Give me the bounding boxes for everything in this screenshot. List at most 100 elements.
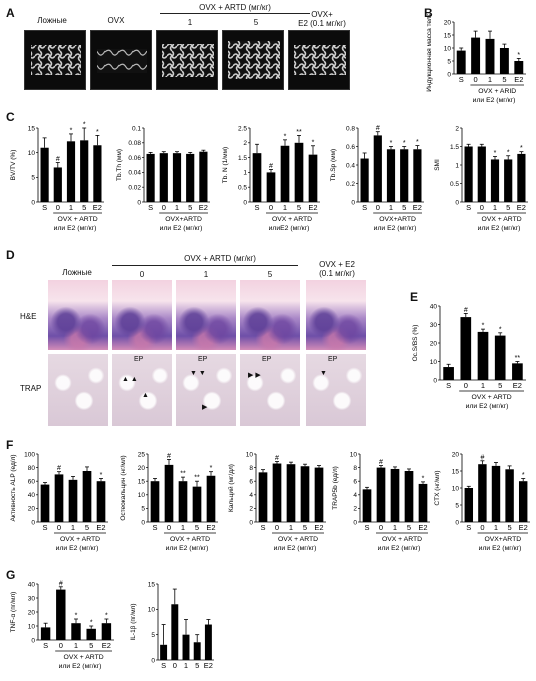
bar (199, 151, 208, 202)
trap-artd5-image: EP ▶ ▶ (240, 354, 300, 426)
bar (490, 159, 500, 202)
microct-artd1-image (156, 30, 218, 90)
bar (390, 468, 400, 522)
x-tick-label: S (446, 381, 451, 390)
x-tick-label: 1 (488, 75, 492, 84)
group-label: OVX + ARTD (472, 394, 512, 401)
trap-sham-image (48, 354, 108, 426)
group-label: OVX + ARTD (482, 216, 522, 223)
group-label: OVX + ARTD (382, 536, 422, 543)
d-label-1: 1 (203, 270, 209, 279)
x-tick-label: S (254, 203, 259, 212)
y-axis-label: TNF-α (пг/мл) (10, 592, 17, 633)
significance-marker: * (210, 465, 213, 472)
bar (413, 149, 422, 202)
y-axis-label: BV/TV (%) (10, 150, 17, 181)
y-axis-label: Остеокальцин (нг/мл) (120, 455, 127, 520)
x-tick-label: E2 (513, 381, 522, 390)
trap-e2-image: EP ▼ (306, 354, 366, 426)
bar (171, 604, 179, 660)
bar (193, 642, 201, 660)
significance-marker: * (90, 620, 93, 627)
he-sham-image (48, 280, 108, 350)
significance-marker: ** (180, 471, 186, 478)
y-tick-label: 15 (444, 32, 452, 39)
significance-marker: * (312, 139, 315, 146)
bar (54, 474, 64, 522)
significance-marker: * (507, 149, 510, 156)
y-tick-label: 4 (249, 492, 253, 499)
bar (96, 481, 106, 522)
ep-label: EP (134, 356, 144, 363)
x-tick-label: 0 (162, 203, 166, 212)
y-axis-label: Кальций (мг/дл) (227, 464, 235, 512)
ep-label: EP (328, 356, 338, 363)
y-tick-label: 20 (28, 506, 36, 513)
x-tick-label: 1 (175, 203, 179, 212)
x-tick-label: 0 (57, 523, 61, 532)
x-axis-label: илиE2 (мг/кг) (269, 225, 310, 232)
group-label: OVX + ARTD (60, 536, 100, 543)
bar (53, 167, 62, 202)
y-tick-label: 1.5 (450, 144, 459, 151)
x-tick-label: 0 (56, 203, 60, 212)
y-tick-label: 10 (350, 451, 358, 458)
x-tick-label: 1 (389, 203, 393, 212)
y-tick-label: 0 (31, 199, 35, 206)
bar (505, 469, 514, 522)
d-label-e2-line1: OVX + E2 (319, 260, 355, 269)
group-label: OVX+ARTD (165, 216, 202, 223)
group-label: OVX + ARTD (170, 536, 210, 543)
bar (40, 147, 49, 202)
y-tick-label: 10 (452, 485, 460, 492)
y-tick-label: 100 (24, 451, 35, 458)
y-tick-label: 0.5 (450, 181, 459, 188)
x-tick-label: 0 (464, 381, 468, 390)
bar (40, 627, 51, 640)
x-tick-label: 5 (85, 523, 89, 532)
x-tick-label: E2 (206, 523, 215, 532)
x-tick-label: 5 (89, 641, 93, 650)
y-tick-label: 6 (249, 479, 253, 486)
y-tick-label: 0 (455, 519, 459, 526)
bar (360, 158, 369, 202)
x-tick-label: S (161, 661, 166, 670)
y-tick-label: 2 (249, 506, 253, 513)
y-tick-label: 10 (444, 45, 452, 52)
x-tick-label: 5 (407, 523, 411, 532)
y-axis-label: SMI (434, 159, 441, 171)
x-axis-label: или E2 (мг/кг) (473, 97, 516, 104)
bar (300, 466, 310, 522)
x-tick-label: 5 (297, 203, 301, 212)
bar (40, 484, 50, 522)
significance-marker: * (416, 139, 419, 146)
microct-sham-image (24, 30, 86, 90)
significance-marker: * (499, 326, 502, 333)
group-header-artd: OVX + ARTD (мг/кг) (199, 3, 271, 12)
significance-marker: # (57, 465, 61, 472)
d-label-5: 5 (267, 270, 273, 279)
x-tick-label: 1 (493, 203, 497, 212)
label-e2-line1: OVX+ (311, 10, 333, 19)
d-group-bracket (112, 265, 298, 266)
x-tick-label: E2 (93, 203, 102, 212)
bar (491, 465, 501, 522)
x-tick-label: 5 (188, 203, 192, 212)
y-tick-label: 4 (353, 492, 357, 499)
x-tick-label: S (152, 523, 157, 532)
y-tick-label: 8 (353, 465, 357, 472)
significance-marker: * (100, 472, 103, 479)
x-tick-label: 5 (195, 661, 199, 670)
bar (518, 481, 528, 522)
y-tick-label: 20 (138, 465, 146, 472)
x-tick-label: E2 (413, 203, 422, 212)
d-label-e2-line2: (0.1 мг/кг) (319, 269, 355, 278)
x-tick-label: S (43, 641, 48, 650)
bar (172, 153, 182, 202)
bar (192, 486, 202, 522)
y-tick-label: 40 (28, 492, 36, 499)
he-e2-image (306, 280, 366, 350)
arrowhead-icon: ▶ (202, 404, 208, 411)
y-tick-label: 2 (455, 125, 459, 132)
